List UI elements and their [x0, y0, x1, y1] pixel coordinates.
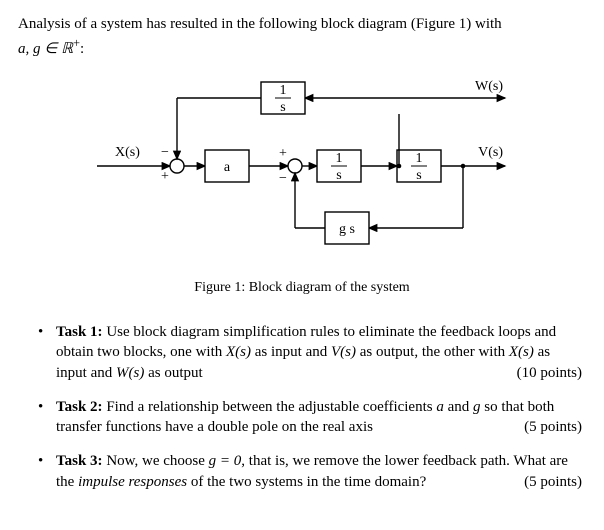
svg-text:−: − [279, 171, 287, 186]
svg-text:−: − [161, 145, 169, 160]
task-label: Task 3: [56, 453, 103, 469]
svg-text:s: s [416, 168, 421, 183]
svg-text:+: + [279, 146, 287, 161]
svg-text:+: + [161, 169, 169, 184]
task-label: Task 1: [56, 324, 103, 340]
intro-sup: + [73, 36, 80, 50]
svg-text:W(s): W(s) [475, 79, 503, 94]
svg-text:a: a [224, 160, 231, 175]
diagram-svg: X(s) − + a + − 1 s 1 s V(s) g s 1 s W(s) [67, 68, 537, 268]
svg-text:1: 1 [336, 151, 343, 166]
intro-vars: a, g ∈ ℝ [18, 41, 73, 57]
svg-text:s: s [280, 100, 285, 115]
intro-line1: Analysis of a system has resulted in the… [18, 16, 502, 32]
block-diagram: X(s) − + a + − 1 s 1 s V(s) g s 1 s W(s) [18, 68, 586, 268]
task-2: Task 2: Find a relationship between the … [42, 397, 582, 438]
svg-text:s: s [336, 168, 341, 183]
task-points: (5 points) [524, 417, 582, 437]
figure-caption: Figure 1: Block diagram of the system [18, 280, 586, 296]
task-points: (5 points) [524, 472, 582, 492]
svg-text:g s: g s [339, 222, 355, 237]
svg-text:X(s): X(s) [115, 145, 140, 160]
svg-text:1: 1 [416, 151, 423, 166]
task-1: Task 1: Use block diagram simplification… [42, 322, 582, 383]
intro-suffix: : [80, 41, 84, 57]
task-list: Task 1: Use block diagram simplification… [18, 322, 586, 492]
task-3: Task 3: Now, we choose g = 0, that is, w… [42, 451, 582, 492]
svg-text:V(s): V(s) [478, 145, 503, 160]
svg-text:1: 1 [280, 83, 287, 98]
task-points: (10 points) [517, 363, 582, 383]
task-label: Task 2: [56, 399, 103, 415]
intro-text: Analysis of a system has resulted in the… [18, 14, 586, 60]
